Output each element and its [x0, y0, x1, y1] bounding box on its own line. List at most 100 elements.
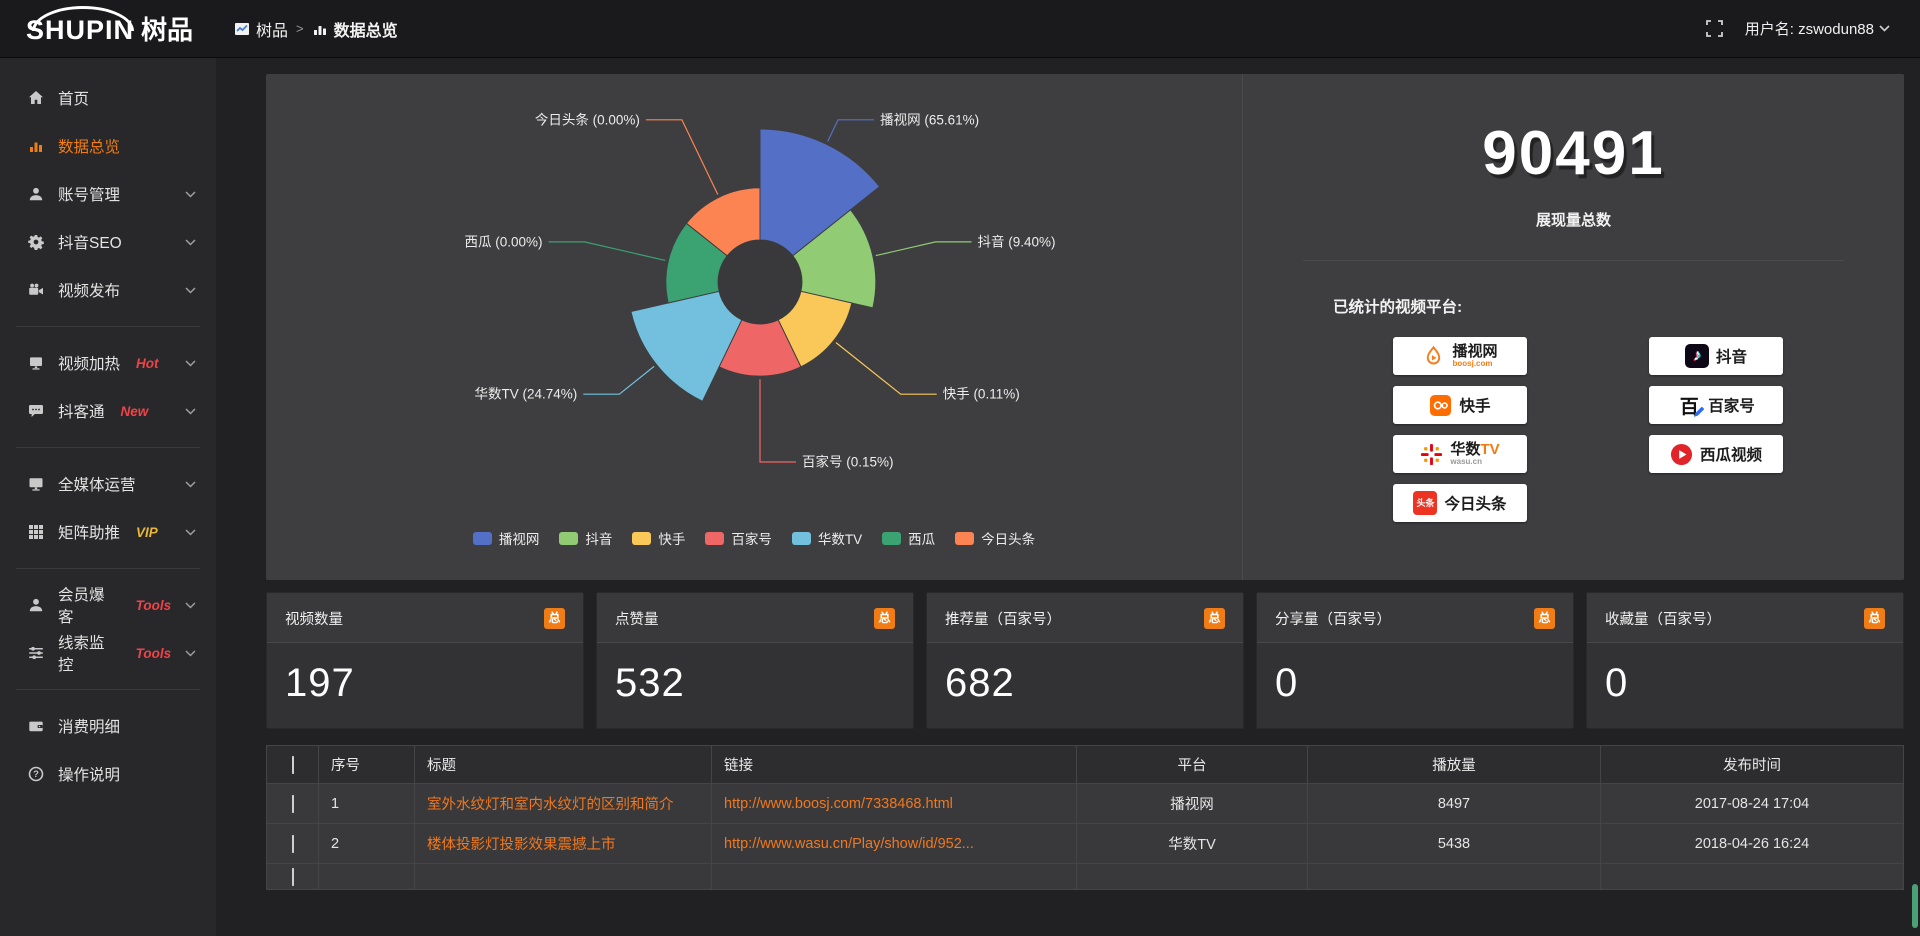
chevron-down-icon: [185, 649, 196, 657]
sidebar-item-data-overview[interactable]: 数据总览: [0, 122, 216, 170]
legend-label: 播视网: [498, 532, 540, 547]
cell-platform: 华数TV: [1076, 823, 1308, 864]
chevron-down-icon: [185, 359, 196, 367]
rose-chart: 播视网 (65.61%) 抖音 (9.40%) 快手 (0.11%) 百家号 (0.1…: [464, 111, 1055, 469]
total-badge: 总: [1534, 608, 1555, 629]
wasu-logo-icon: [1421, 443, 1443, 465]
cell-num: 1: [318, 783, 415, 824]
pie-label: 快手 (0.11%): [943, 387, 1020, 402]
video-title-link[interactable]: 室外水纹灯和室内水纹灯的区别和简介: [427, 797, 674, 813]
scrollbar-thumb[interactable]: [1912, 884, 1918, 928]
video-icon: [29, 283, 43, 295]
stat-card-value: 0: [1605, 661, 1629, 705]
home-icon: [29, 91, 43, 104]
user-menu[interactable]: 用户名: zswodun88: [1745, 18, 1890, 39]
sidebar-item-member-baoke[interactable]: 会员爆客 Tools: [0, 581, 216, 629]
platform-name: 百家号: [1708, 398, 1755, 415]
breadcrumb-separator: >: [296, 21, 304, 36]
legend-item-5[interactable]: 西瓜: [882, 528, 935, 548]
sidebar-item-label: 数据总览: [58, 139, 121, 156]
legend-item-3[interactable]: 百家号: [705, 528, 772, 548]
baijiahao-logo-icon: 百: [1677, 393, 1705, 418]
table-row-partial: [266, 863, 1904, 890]
impressions-label: 展现量总数: [1535, 212, 1611, 229]
stat-card-header: 点赞量 总: [597, 593, 913, 643]
stat-card-title: 推荐量（百家号）: [945, 612, 1061, 628]
sidebar-divider: [16, 447, 200, 448]
stat-card-2: 推荐量（百家号） 总 682: [926, 592, 1244, 729]
question-icon: ?: [28, 766, 44, 782]
legend-item-4[interactable]: 华数TV: [791, 528, 862, 548]
logo-text-cn: 树品: [141, 15, 194, 45]
sidebar-item-consume-detail[interactable]: 消费明细: [0, 702, 216, 750]
sidebar-item-operation-guide[interactable]: ? 操作说明: [0, 750, 216, 798]
platform-chip-baijiahao: 百百家号: [1649, 386, 1783, 424]
sidebar-item-matrix-boost[interactable]: 矩阵助推 VIP: [0, 508, 216, 556]
breadcrumb-item-current[interactable]: 数据总览: [312, 17, 398, 41]
chevron-down-icon: [185, 238, 196, 246]
total-badge: 总: [544, 608, 565, 629]
sidebar-item-label: 视频加热: [58, 356, 121, 373]
row-checkbox[interactable]: [291, 834, 294, 853]
chevron-down-icon: [185, 480, 196, 488]
row-checkbox[interactable]: [291, 867, 294, 886]
platform-chip-toutiao: 头条 今日头条: [1393, 484, 1527, 522]
logo-text-en: SHUPIN: [26, 6, 135, 45]
legend-item-0[interactable]: 播视网: [472, 528, 540, 548]
user-icon: [29, 187, 43, 201]
sidebar-item-douyin-seo[interactable]: 抖音SEO: [0, 218, 216, 266]
sidebar-item-label: 视频发布: [58, 283, 121, 300]
breadcrumb: 树品 > 数据总览: [234, 17, 398, 41]
username-label: 用户名: zswodun88: [1744, 21, 1874, 38]
pie-label-line: [827, 119, 875, 142]
cell-time: 2017-08-24 17:04: [1600, 783, 1904, 824]
select-all-checkbox[interactable]: [291, 755, 294, 774]
sidebar-item-video-publish[interactable]: 视频发布: [0, 266, 216, 314]
stat-card-title: 视频数量: [285, 612, 343, 628]
pie-slice-4[interactable]: [630, 290, 743, 402]
sidebar: 首页 数据总览 账号管理 抖音SEO 视频发布 视频加热 Hot 抖客通 New…: [0, 58, 216, 936]
overview-panel: 播视网 (65.61%) 抖音 (9.40%) 快手 (0.11%) 百家号 (0.1…: [266, 74, 1904, 580]
platform-name: 今日头条: [1444, 496, 1507, 513]
legend-swatch-icon: [472, 531, 492, 545]
pie-label-line: [645, 119, 719, 195]
breadcrumb-item-home[interactable]: 树品: [234, 17, 288, 41]
sidebar-item-label: 抖音SEO: [58, 235, 122, 252]
divider: [1303, 260, 1844, 261]
sidebar-divider: [16, 689, 200, 690]
row-checkbox[interactable]: [291, 794, 294, 813]
legend-item-2[interactable]: 快手: [632, 528, 685, 548]
xigua-logo-icon: [1670, 443, 1693, 465]
main-content: 抖音seo数据全媒体运营数据询盘数据 播视网 (65.61%)抖音 (9.40%…: [216, 0, 1920, 890]
video-url-link[interactable]: http://www.boosj.com/7338468.html: [724, 795, 953, 812]
col-header-time: 发布时间: [1600, 745, 1904, 784]
sidebar-item-douketong[interactable]: 抖客通 New: [0, 387, 216, 435]
chevron-down-icon: [185, 407, 196, 415]
fullscreen-icon[interactable]: [1705, 20, 1723, 37]
stat-card-value: 197: [285, 661, 355, 705]
sidebar-item-clue-monitor[interactable]: 线索监控 Tools: [0, 629, 216, 677]
platform-chip-kuaishou: 快手: [1393, 386, 1527, 424]
cell-plays: 8497: [1307, 783, 1601, 824]
video-title-link[interactable]: 楼体投影灯投影效果震撼上市: [427, 837, 616, 853]
stat-card-header: 推荐量（百家号） 总: [927, 593, 1243, 643]
pie-label: 华数TV (24.74%): [475, 387, 578, 402]
sidebar-item-media-operation[interactable]: 全媒体运营: [0, 460, 216, 508]
sidebar-divider: [16, 326, 200, 327]
legend-item-1[interactable]: 抖音: [559, 528, 612, 548]
chevron-down-icon: [185, 601, 196, 609]
chevron-down-icon: [1879, 25, 1890, 32]
sidebar-item-label: 矩阵助推: [58, 525, 121, 542]
stat-card-value: 682: [945, 661, 1015, 705]
pie-label-line: [835, 342, 937, 395]
sidebar-item-video-heat[interactable]: 视频加热 Hot: [0, 339, 216, 387]
sidebar-item-account-manage[interactable]: 账号管理: [0, 170, 216, 218]
legend-item-6[interactable]: 今日头条: [955, 528, 1035, 548]
legend-swatch-icon: [705, 531, 725, 545]
video-url-link[interactable]: http://www.wasu.cn/Play/show/id/952...: [724, 835, 974, 852]
platform-chips: 播视网 boosj.com 快手 华数TV wasu.cn 头条 今日头条 ♪ 抖音百百家号 西瓜…: [1393, 337, 1904, 522]
grid-icon: [29, 525, 43, 539]
sidebar-item-home[interactable]: 首页: [0, 74, 216, 122]
col-header-plays: 播放量: [1307, 745, 1601, 784]
sidebar-badge: Hot: [136, 355, 159, 371]
